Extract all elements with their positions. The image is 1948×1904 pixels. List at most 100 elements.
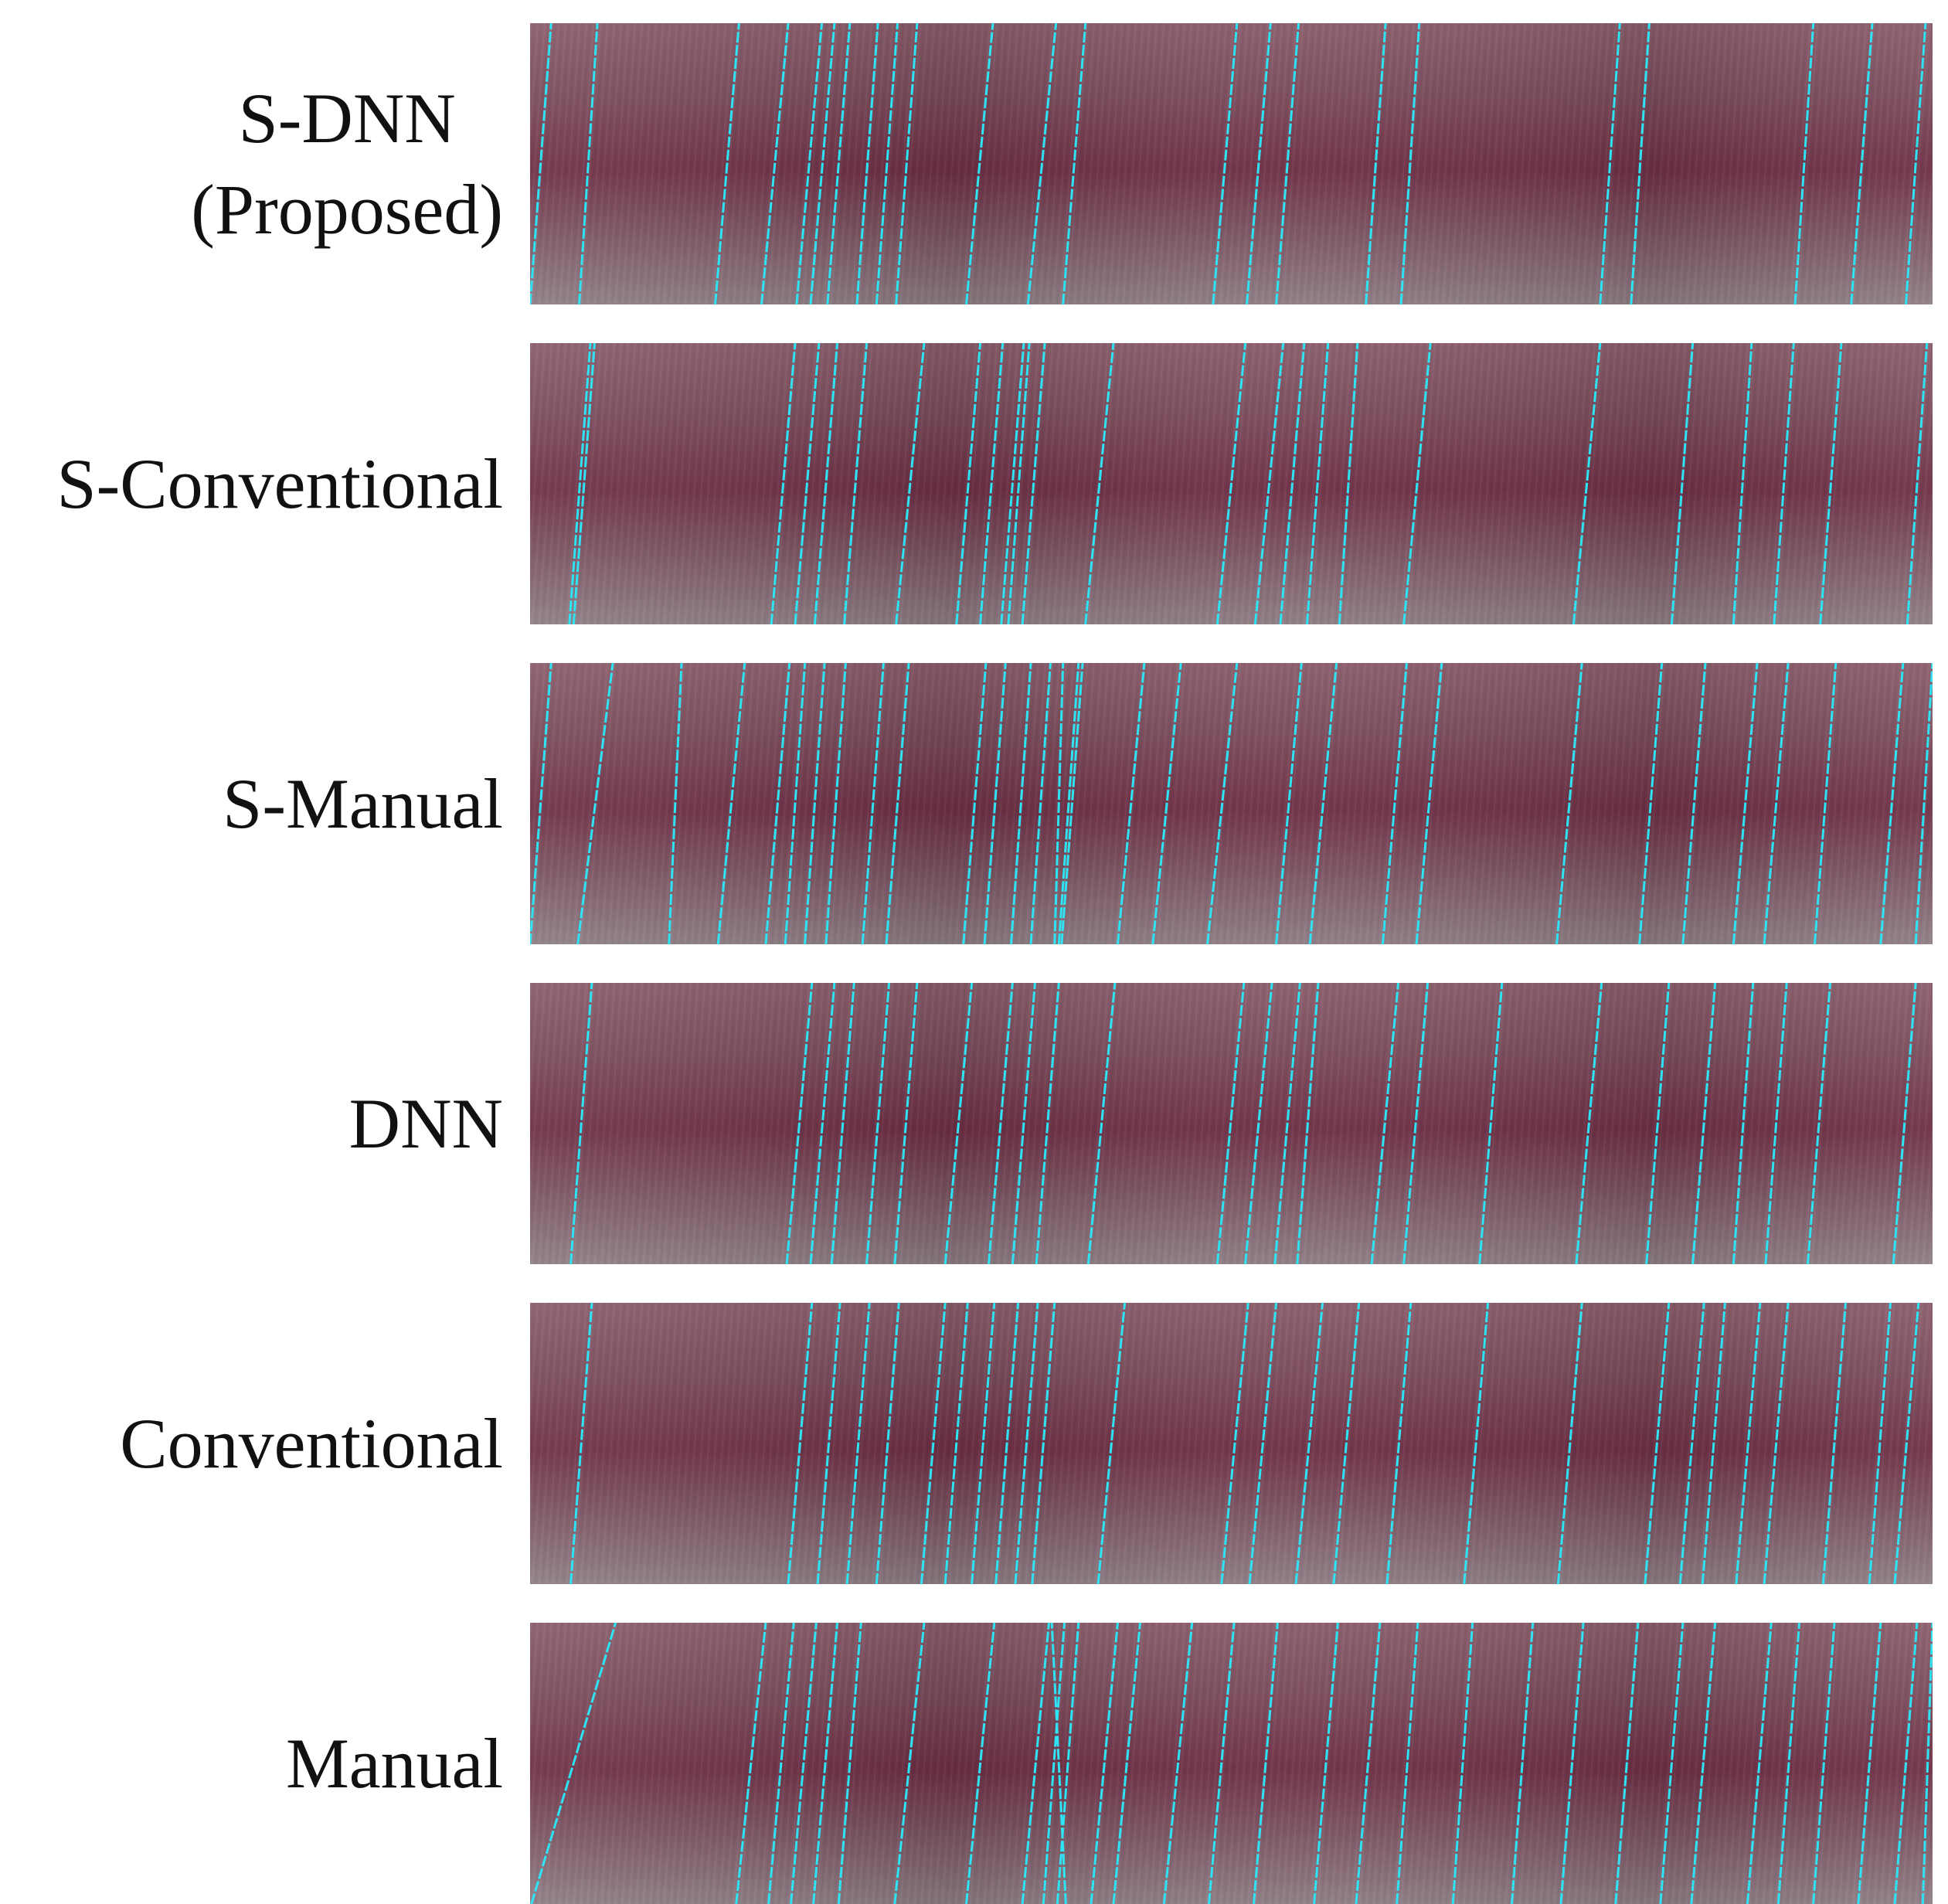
detected-line <box>1273 983 1301 1264</box>
row-label: S-DNN (Proposed) <box>191 23 503 304</box>
row-label-line: (Proposed) <box>191 170 503 249</box>
detected-line <box>885 663 910 944</box>
detected-line <box>1056 1623 1080 1904</box>
detected-line <box>1206 663 1239 944</box>
detected-line <box>1463 1303 1490 1584</box>
row-label: Conventional <box>120 1303 503 1584</box>
stripe-image <box>530 983 1933 1264</box>
stripe-image <box>530 343 1933 624</box>
detected-line <box>837 1623 862 1904</box>
detected-line <box>1814 663 1838 944</box>
detected-line <box>1035 983 1060 1264</box>
detected-line <box>1246 23 1272 304</box>
detected-line <box>1084 343 1115 624</box>
detected-line <box>1031 1303 1056 1584</box>
detected-line <box>865 983 891 1264</box>
detected-line <box>794 343 821 624</box>
detected-line <box>1090 1623 1119 1904</box>
figure-row-s-manual: S-Manual <box>0 663 1948 944</box>
stripe-image <box>530 1623 1933 1904</box>
detected-line <box>1212 23 1239 304</box>
detected-line <box>1000 343 1025 624</box>
detected-line <box>1555 663 1583 944</box>
detected-line <box>1060 663 1084 944</box>
row-label-line: S-DNN <box>238 79 456 158</box>
stripe-image <box>530 1303 1933 1584</box>
detected-line <box>714 23 740 304</box>
detected-line <box>1451 1623 1474 1904</box>
detected-line <box>1220 1303 1249 1584</box>
detected-line <box>816 1303 841 1584</box>
detected-line <box>1921 1623 1933 1904</box>
detected-line <box>1821 1303 1847 1584</box>
detected-line <box>1021 343 1046 624</box>
stripe-image <box>530 23 1933 304</box>
detected-line <box>795 23 823 304</box>
detected-line <box>784 663 807 944</box>
detected-line <box>1735 1303 1762 1584</box>
detected-line <box>965 1623 996 1904</box>
detected-line <box>1010 663 1032 944</box>
row-label-line: S-Conventional <box>56 444 503 523</box>
detected-line <box>735 1623 767 1904</box>
detected-line <box>1893 1623 1919 1904</box>
detected-line <box>1096 1303 1127 1584</box>
detected-line <box>1007 343 1031 624</box>
detected-line <box>1382 663 1408 944</box>
stripe-image-panel <box>530 1623 1933 1904</box>
detected-line <box>1906 343 1929 624</box>
detected-line <box>1253 343 1285 624</box>
stripe-image <box>530 663 1933 944</box>
detected-line <box>1572 343 1602 624</box>
stripe-image-panel <box>530 663 1933 944</box>
detected-line <box>1151 663 1182 944</box>
figure-row-s-dnn: S-DNN (Proposed) <box>0 23 1948 304</box>
detected-line <box>1355 1623 1382 1904</box>
detected-line <box>770 343 797 624</box>
detected-line <box>965 23 994 304</box>
detected-line <box>845 1303 871 1584</box>
figure-row-dnn: DNN <box>0 983 1948 1264</box>
detected-line <box>875 1303 900 1584</box>
detected-line <box>1701 1303 1726 1584</box>
detected-line <box>1732 983 1755 1264</box>
detected-line <box>1764 983 1788 1264</box>
detected-line <box>1021 1623 1050 1904</box>
detected-line <box>812 1623 838 1904</box>
detected-line <box>1057 663 1080 944</box>
detected-line <box>1338 343 1359 624</box>
detected-line <box>668 663 683 944</box>
detected-line <box>893 1623 926 1904</box>
detected-line <box>1402 983 1430 1264</box>
detected-line <box>1244 983 1273 1264</box>
detected-line <box>1279 343 1306 624</box>
detected-line <box>1308 663 1338 944</box>
row-label-line: DNN <box>348 1084 503 1163</box>
detected-line <box>1644 1303 1671 1584</box>
row-label-line: Conventional <box>120 1404 503 1483</box>
detected-line <box>1763 1303 1790 1584</box>
detected-line <box>809 983 836 1264</box>
detected-line <box>804 663 826 944</box>
detected-line <box>855 23 879 304</box>
detected-line <box>1253 1623 1279 1904</box>
detected-line <box>1275 663 1303 944</box>
stripe-image-panel <box>530 343 1933 624</box>
detected-line <box>1879 663 1905 944</box>
row-label-line: Manual <box>285 1724 503 1803</box>
detected-line <box>1294 1303 1324 1584</box>
detected-line <box>1691 983 1717 1264</box>
detected-line <box>1370 983 1399 1264</box>
detected-line <box>790 1623 818 1904</box>
detected-line <box>1478 983 1504 1264</box>
detected-line <box>809 23 836 304</box>
detected-line <box>1208 1623 1236 1904</box>
detected-line <box>826 23 852 304</box>
panel-shading <box>530 1623 1933 1904</box>
detected-line <box>1396 1623 1419 1904</box>
detected-line <box>843 343 869 624</box>
detected-line <box>861 663 885 944</box>
detected-line <box>1306 343 1330 624</box>
detected-line <box>1746 1623 1773 1904</box>
detected-line <box>716 663 746 944</box>
